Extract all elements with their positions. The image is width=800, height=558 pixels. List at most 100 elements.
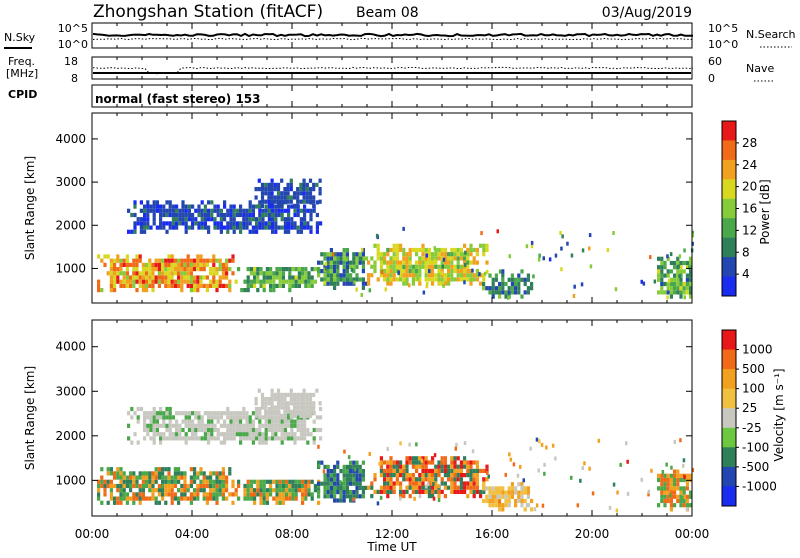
heatmap-cell (501, 503, 505, 508)
heatmap-cell (296, 191, 300, 196)
heatmap-cell (507, 486, 511, 491)
heatmap-cell (326, 264, 330, 269)
heatmap-cell (453, 456, 457, 461)
heatmap-cell (591, 491, 595, 496)
heatmap-cell (133, 204, 137, 209)
sky-noise-line (92, 32, 694, 38)
heatmap-cell (517, 281, 521, 287)
heatmap-cell (333, 464, 337, 469)
heatmap-cell (507, 503, 511, 508)
heatmap-cell (265, 275, 269, 280)
heatmap-cell (212, 254, 216, 259)
heatmap-cell (376, 247, 380, 253)
heatmap-cell (197, 208, 201, 213)
heatmap-cell (175, 427, 179, 433)
heatmap-cell (413, 496, 416, 501)
heatmap-cell (443, 473, 447, 478)
heatmap-cell (440, 247, 444, 253)
heatmap-cell (453, 460, 457, 465)
heatmap-cell (469, 281, 473, 286)
heatmap-cell (329, 477, 333, 482)
heatmap-cell (270, 191, 274, 196)
velocity-heatmap (97, 388, 695, 513)
heatmap-cell (431, 485, 435, 490)
heatmap-cell (329, 485, 333, 490)
heatmap-cell (291, 479, 295, 484)
heatmap-cell (669, 493, 672, 498)
heatmap-cell (143, 436, 147, 441)
heatmap-cell (288, 271, 292, 276)
heatmap-cell (221, 262, 225, 267)
heatmap-cell (538, 253, 541, 258)
heatmap-cell (116, 254, 120, 259)
heatmap-cell (395, 473, 399, 478)
heatmap-cell (440, 489, 444, 494)
heatmap-cell (130, 406, 134, 412)
heatmap-cell (271, 221, 275, 226)
heatmap-cell (148, 496, 152, 501)
heatmap-cell (288, 492, 292, 497)
heatmap-cell (242, 411, 246, 416)
heatmap-cell (209, 492, 213, 497)
heatmap-cell (318, 178, 322, 183)
heatmap-cell (676, 273, 680, 278)
heatmap-cell (191, 436, 195, 441)
heatmap-cell (254, 195, 258, 200)
heatmap-cell (152, 415, 156, 420)
heatmap-cell (139, 200, 143, 205)
heatmap-cell (135, 496, 139, 501)
heatmap-cell (287, 225, 291, 230)
heatmap-cell (293, 419, 297, 424)
heatmap-cell (249, 279, 253, 284)
heatmap-cell (255, 406, 259, 412)
heatmap-cell (289, 182, 293, 187)
heatmap-cell (207, 432, 211, 437)
heatmap-cell (421, 243, 425, 248)
heatmap-cell (277, 212, 281, 218)
heatmap-cell (530, 244, 534, 249)
heatmap-cell (119, 475, 123, 480)
heatmap-cell (660, 486, 664, 491)
heatmap-cell (626, 491, 630, 496)
heatmap-cell (443, 485, 447, 490)
heatmap-cell (229, 423, 233, 428)
heatmap-cell (305, 182, 309, 187)
heatmap-cell (146, 427, 150, 433)
heatmap-cell (373, 268, 377, 274)
heatmap-cell (447, 252, 451, 257)
heatmap-cell (494, 277, 498, 282)
heatmap-cell (560, 267, 563, 272)
heatmap-cell (305, 413, 309, 418)
heatmap-cell (135, 492, 139, 497)
heatmap-cell (210, 436, 214, 441)
heatmap-cell (666, 473, 670, 478)
heatmap-cell (345, 477, 349, 482)
heatmap-cell (280, 427, 284, 433)
heatmap-cell (157, 492, 161, 497)
heatmap-cell (482, 489, 486, 494)
heatmap-cell (315, 415, 319, 420)
heatmap-cell (246, 479, 250, 484)
heatmap-cell (443, 277, 447, 282)
heatmap-cell (485, 486, 489, 491)
heatmap-cell (299, 182, 303, 187)
heatmap-cell (352, 464, 356, 469)
heatmap-cell (361, 460, 365, 465)
heatmap-cell (333, 256, 337, 261)
heatmap-cell (323, 473, 327, 478)
heatmap-cell (273, 397, 277, 402)
heatmap-cell (164, 492, 168, 497)
heatmap-cell (379, 260, 383, 265)
heatmap-cell (212, 496, 216, 501)
heatmap-cell (418, 481, 422, 486)
heatmap-cell (139, 225, 143, 230)
heatmap-cell (209, 271, 213, 276)
heatmap-cell (132, 496, 136, 501)
heatmap-cell (267, 436, 271, 441)
x-axis-label: Time UT (366, 540, 417, 554)
heatmap-cell (424, 277, 428, 282)
heatmap-cell (248, 436, 252, 441)
heatmap-cell (453, 256, 457, 261)
heatmap-cell (551, 443, 555, 448)
heatmap-cell (269, 279, 273, 284)
